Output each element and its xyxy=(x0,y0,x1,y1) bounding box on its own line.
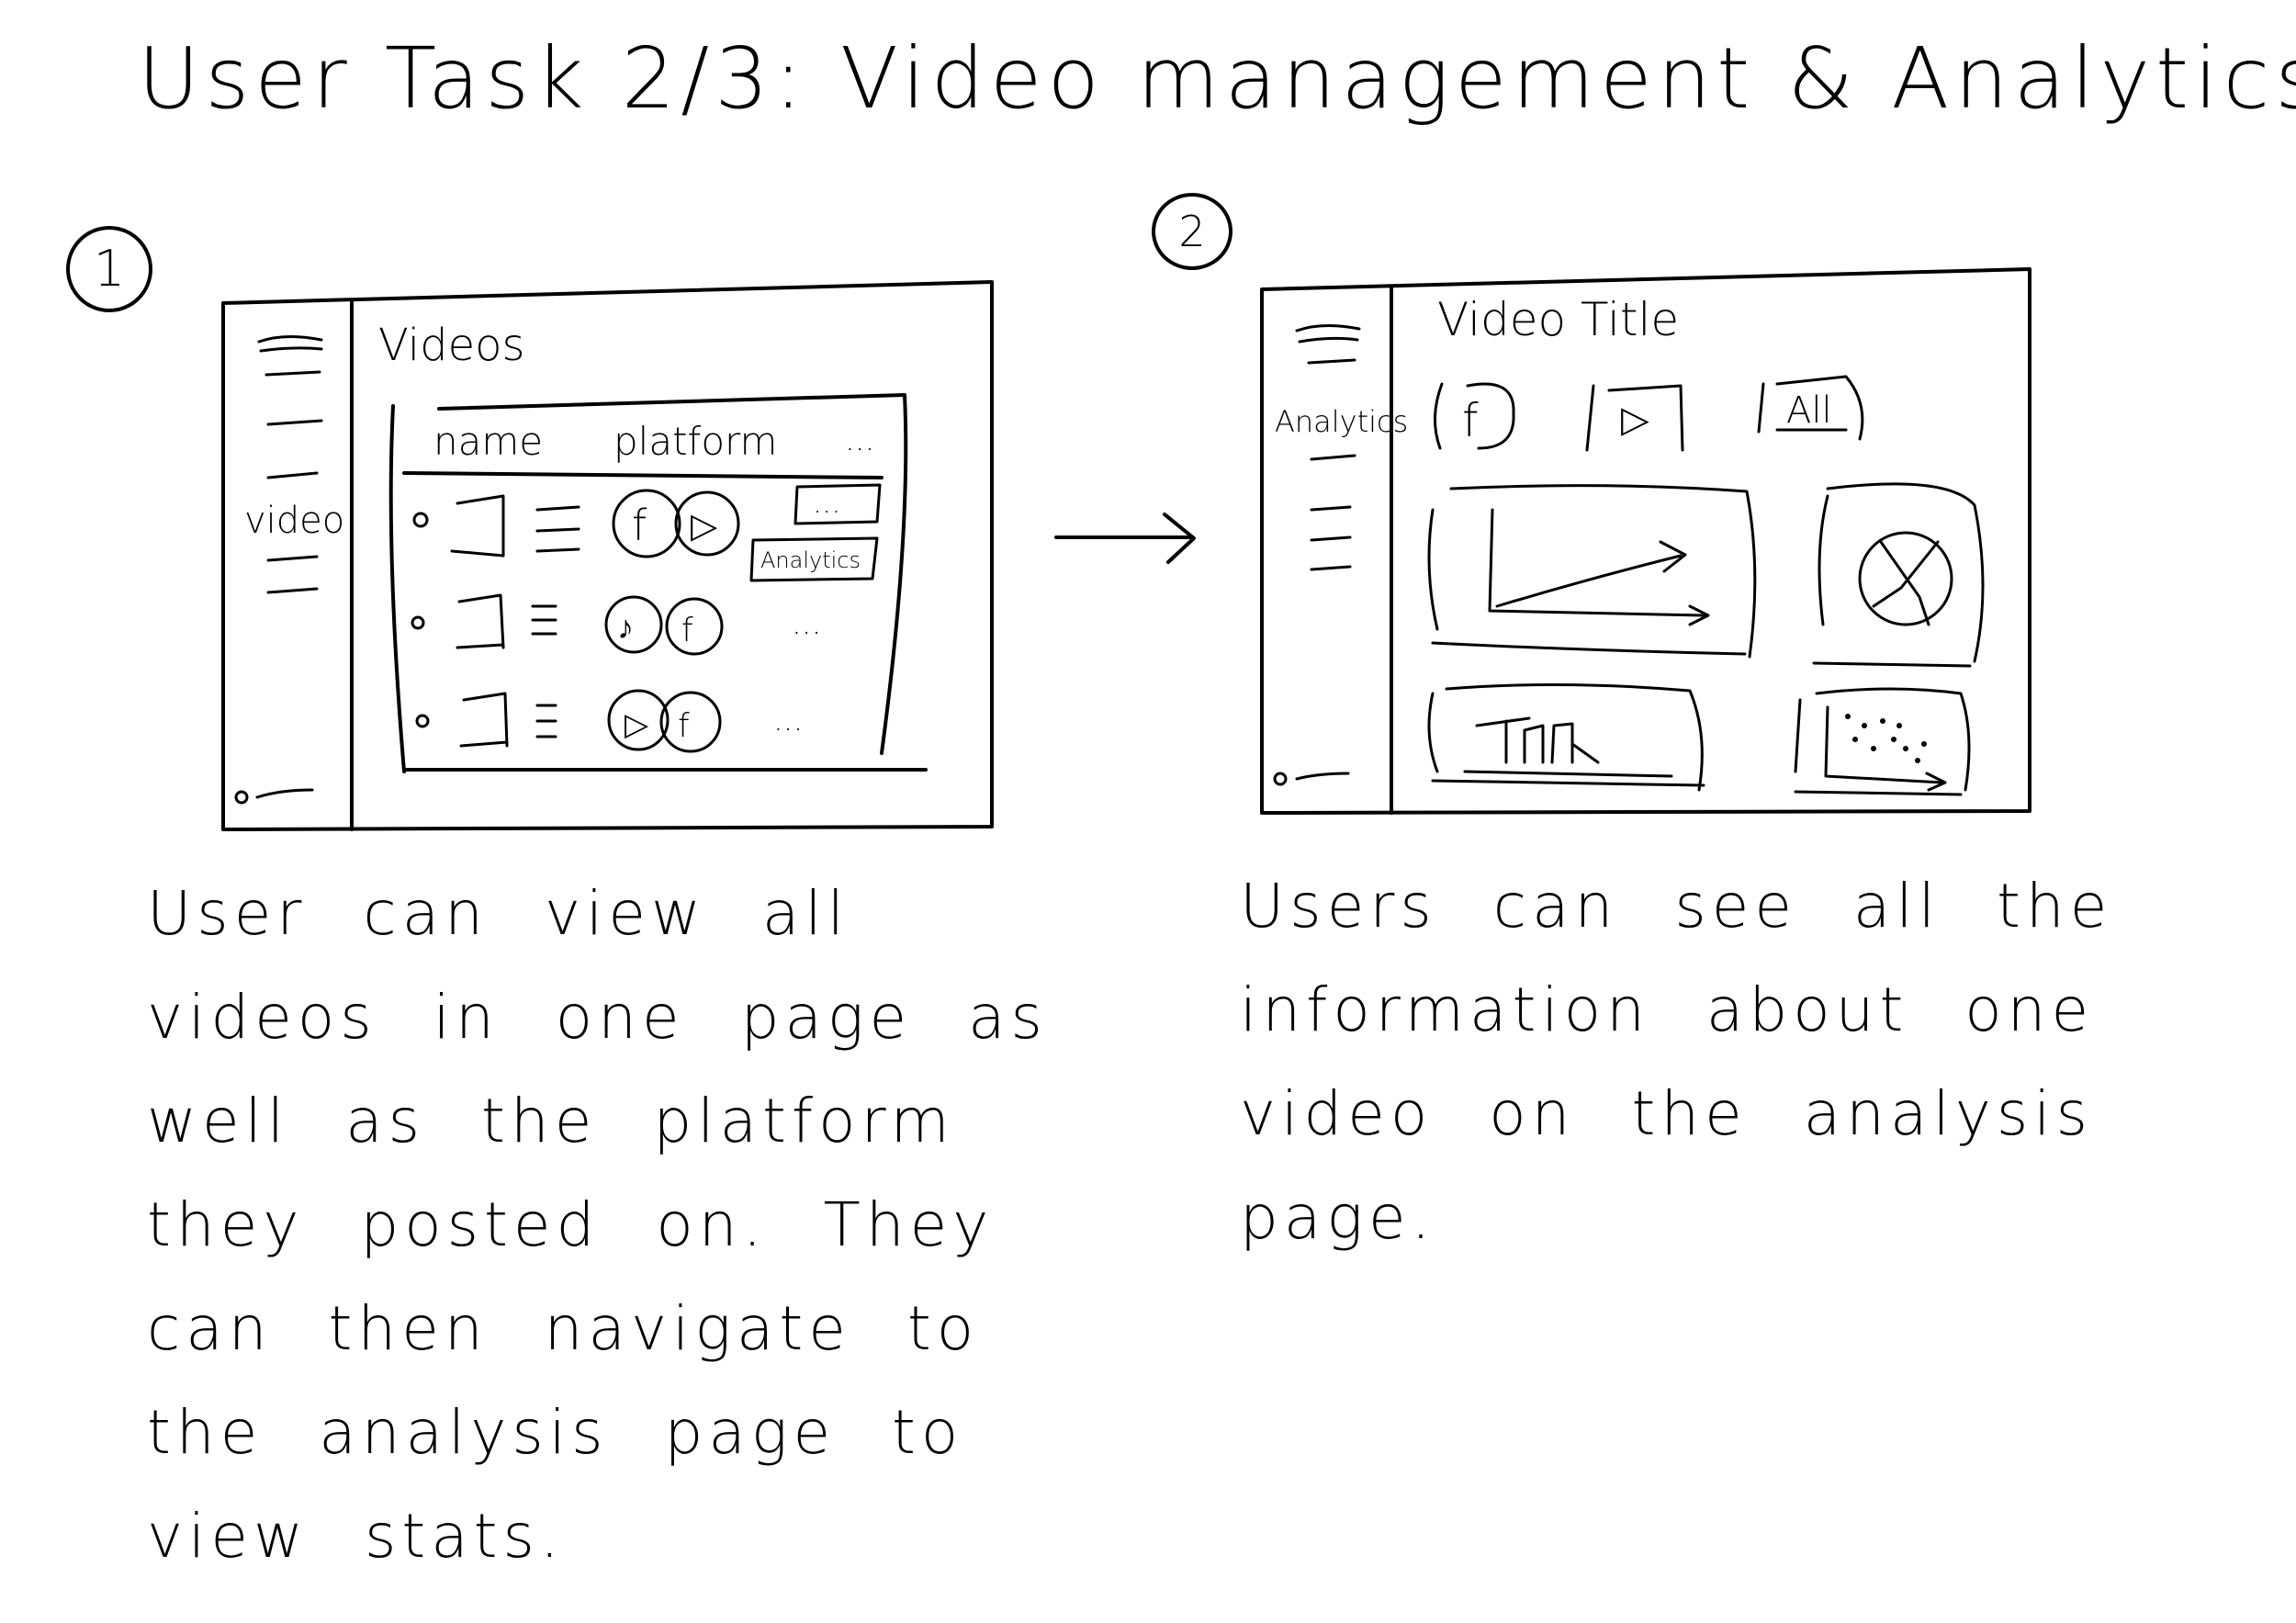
youtube-play-icon: ▷ xyxy=(607,689,670,751)
pie-chart-panel[interactable] xyxy=(1812,482,1985,668)
sidebar-item[interactable] xyxy=(266,419,323,426)
facebook-icon: f xyxy=(659,691,722,753)
settings-icon[interactable] xyxy=(234,788,314,805)
more-options-button[interactable]: ... xyxy=(792,605,821,642)
bar-chart-panel[interactable] xyxy=(1427,682,1705,792)
video-description-lines xyxy=(535,505,580,553)
scatter-points xyxy=(1845,714,1927,763)
table-row[interactable]: f ▷ ... Analytics xyxy=(412,483,882,582)
row-select-radio[interactable] xyxy=(412,512,429,528)
filter-facebook-button[interactable]: f xyxy=(1433,382,1515,450)
column-header-name[interactable]: name xyxy=(433,419,543,464)
more-options-button[interactable]: ... xyxy=(793,483,882,525)
svg-text:▷: ▷ xyxy=(691,505,718,546)
video-thumbnail xyxy=(459,692,509,748)
tiktok-music-icon: ♪ xyxy=(604,595,663,654)
sidebar-item-video[interactable]: video xyxy=(244,500,344,542)
sidebar-item[interactable] xyxy=(1310,505,1352,512)
svg-text:f: f xyxy=(681,612,693,649)
page-title: User Task 2/3: Video management & Analyt… xyxy=(138,29,2296,128)
table-row[interactable]: ♪ f ... xyxy=(411,593,821,656)
table-header-divider xyxy=(402,471,884,479)
sidebar-item[interactable] xyxy=(266,587,319,594)
facebook-icon: f xyxy=(612,489,681,558)
sidebar-logo-mark xyxy=(257,334,323,353)
video-description-lines xyxy=(535,704,557,738)
filter-youtube-button[interactable]: ▷ xyxy=(1585,384,1684,452)
table-top-right-border xyxy=(437,393,908,755)
videos-table: name platform ... f ▷ ... xyxy=(388,393,928,773)
table-left-border xyxy=(388,404,406,773)
videos-heading: Videos xyxy=(378,320,525,371)
sidebar-item[interactable] xyxy=(1310,565,1352,571)
sidebar-logo-mark xyxy=(1295,323,1361,344)
step-1-number: 1 xyxy=(66,226,152,312)
sidebar-item[interactable] xyxy=(1307,358,1356,365)
filter-all-button[interactable]: All xyxy=(1757,375,1864,441)
settings-icon[interactable] xyxy=(1273,772,1350,786)
svg-text:♪: ♪ xyxy=(617,609,634,647)
svg-text:f: f xyxy=(632,501,647,550)
video-description-lines xyxy=(531,604,557,636)
more-options-button[interactable]: ... xyxy=(773,702,803,738)
row-select-radio[interactable] xyxy=(415,714,430,728)
column-header-more[interactable]: ... xyxy=(845,422,874,458)
svg-text:All: All xyxy=(1786,389,1832,432)
sidebar-item[interactable] xyxy=(266,471,319,479)
wireframe-2-sidebar: Analytics xyxy=(1273,323,1408,786)
wireframe-2-frame xyxy=(1260,267,2032,815)
svg-text:▷: ▷ xyxy=(625,706,649,743)
svg-text:▷: ▷ xyxy=(1621,399,1649,441)
x-axis-arrow-icon xyxy=(1688,604,1710,626)
wireframe-1-sidebar: video xyxy=(234,334,344,805)
analytics-button[interactable]: Analytics xyxy=(749,536,879,582)
facebook-icon: f xyxy=(665,597,724,656)
column-header-platform[interactable]: platform xyxy=(613,419,777,464)
sidebar-item-analytics[interactable]: Analytics xyxy=(1275,404,1408,439)
svg-text:Analytics: Analytics xyxy=(760,547,861,573)
row-select-radio[interactable] xyxy=(411,615,425,630)
video-thumbnail xyxy=(456,593,505,649)
sidebar-item[interactable] xyxy=(266,555,319,562)
step-1-caption: User can view all videos in one page as … xyxy=(147,878,1048,1572)
wireframe-2: Analytics Video Title f ▷ All xyxy=(1260,267,2032,815)
video-thumbnail xyxy=(450,494,505,558)
svg-text:...: ... xyxy=(813,485,841,520)
youtube-play-icon: ▷ xyxy=(674,490,740,557)
video-title-heading: Video Title xyxy=(1437,293,1679,346)
trend-arrow-icon xyxy=(1659,540,1687,573)
sidebar-item[interactable] xyxy=(264,370,321,377)
svg-text:f: f xyxy=(1462,394,1479,447)
scatter-chart-panel[interactable] xyxy=(1794,687,1971,796)
line-chart-panel[interactable] xyxy=(1427,484,1757,659)
wireframe-1-frame xyxy=(221,280,994,831)
sidebar-item[interactable] xyxy=(1310,535,1352,542)
navigation-arrow-icon xyxy=(1054,513,1196,564)
sidebar-item-underline xyxy=(1310,454,1356,461)
step-2-number: 2 xyxy=(1152,193,1232,270)
wireframe-1: video Videos name platform ... xyxy=(221,280,994,831)
step-2-caption: Users can see all the information about … xyxy=(1240,871,2113,1253)
svg-text:f: f xyxy=(678,707,690,745)
table-row[interactable]: ▷ f ... xyxy=(415,689,803,753)
